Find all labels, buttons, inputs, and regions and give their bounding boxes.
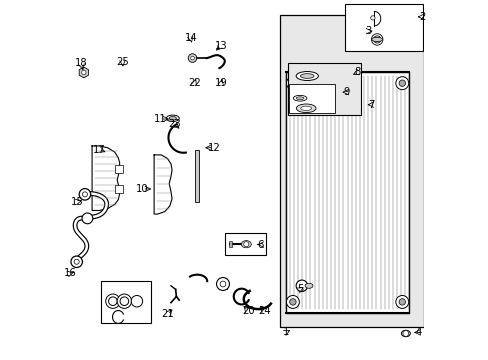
Circle shape	[216, 278, 229, 291]
Circle shape	[220, 281, 225, 287]
Text: 4: 4	[414, 327, 421, 337]
Circle shape	[398, 80, 405, 86]
Text: 20: 20	[241, 306, 254, 316]
Ellipse shape	[293, 95, 306, 101]
Circle shape	[395, 77, 408, 90]
Circle shape	[370, 16, 374, 20]
Bar	[101, 281, 151, 323]
Circle shape	[105, 294, 120, 309]
Ellipse shape	[401, 330, 409, 337]
Ellipse shape	[296, 72, 318, 81]
Text: 8: 8	[354, 67, 360, 77]
Circle shape	[395, 296, 408, 309]
Ellipse shape	[296, 97, 304, 100]
Polygon shape	[92, 146, 120, 211]
Circle shape	[286, 77, 299, 90]
Bar	[287, 63, 360, 116]
Circle shape	[244, 242, 248, 247]
Text: 7: 7	[368, 100, 374, 110]
Bar	[115, 165, 122, 173]
Circle shape	[398, 299, 405, 305]
Ellipse shape	[300, 74, 313, 78]
Circle shape	[190, 56, 194, 60]
Circle shape	[71, 256, 82, 267]
Bar	[285, 72, 408, 313]
Text: 19: 19	[214, 78, 227, 88]
Text: 10: 10	[136, 184, 148, 194]
Bar	[195, 149, 198, 202]
Text: 6: 6	[257, 239, 264, 249]
Text: 18: 18	[75, 58, 87, 68]
Text: 24: 24	[257, 306, 270, 316]
Polygon shape	[154, 155, 172, 214]
Circle shape	[289, 80, 296, 86]
Circle shape	[375, 38, 378, 41]
Bar	[228, 241, 232, 247]
Circle shape	[289, 299, 296, 305]
Ellipse shape	[305, 283, 312, 288]
Ellipse shape	[169, 117, 176, 120]
Text: 12: 12	[207, 143, 220, 153]
Text: 9: 9	[343, 87, 349, 97]
Text: 3: 3	[365, 26, 370, 36]
Text: 5: 5	[296, 284, 303, 294]
Circle shape	[120, 297, 128, 306]
Ellipse shape	[296, 104, 315, 113]
Text: 17: 17	[93, 144, 105, 154]
Text: 22: 22	[187, 78, 200, 88]
Circle shape	[373, 36, 380, 43]
Text: 2: 2	[418, 12, 425, 22]
Text: 1: 1	[282, 327, 288, 337]
Ellipse shape	[166, 115, 179, 122]
Circle shape	[81, 70, 86, 75]
Text: 15: 15	[71, 197, 84, 207]
Text: 25: 25	[116, 57, 129, 67]
Circle shape	[286, 296, 299, 309]
Circle shape	[79, 189, 90, 200]
Circle shape	[74, 259, 79, 264]
Ellipse shape	[241, 240, 251, 248]
Circle shape	[296, 280, 307, 292]
Bar	[279, 15, 423, 327]
Text: 14: 14	[184, 33, 197, 43]
Circle shape	[188, 54, 196, 62]
Text: 21: 21	[161, 310, 173, 319]
Circle shape	[82, 192, 87, 197]
Ellipse shape	[371, 37, 382, 41]
Text: 16: 16	[64, 268, 77, 278]
Circle shape	[371, 34, 382, 45]
Bar	[288, 84, 335, 113]
Circle shape	[117, 294, 131, 309]
Bar	[224, 233, 265, 255]
Circle shape	[402, 330, 408, 336]
Circle shape	[82, 213, 93, 224]
Bar	[344, 4, 422, 51]
Text: 11: 11	[154, 114, 166, 124]
Text: 13: 13	[214, 41, 227, 50]
Bar	[115, 185, 122, 193]
Ellipse shape	[300, 106, 311, 111]
Text: 23: 23	[168, 120, 181, 129]
Circle shape	[108, 297, 117, 306]
Circle shape	[131, 296, 142, 307]
